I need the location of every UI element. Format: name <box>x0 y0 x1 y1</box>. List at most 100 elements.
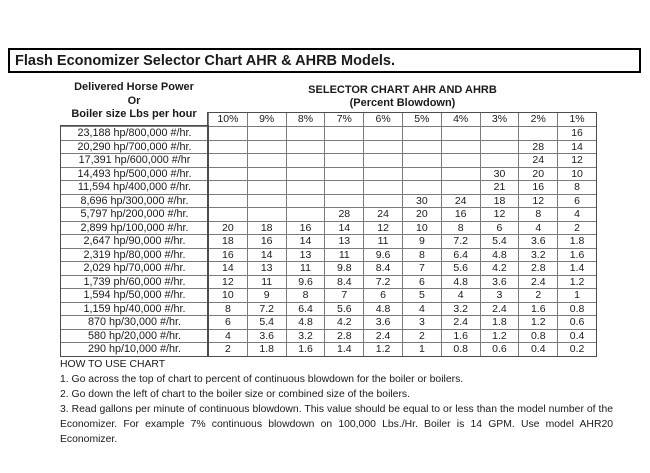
gpm-value-cell: 8.4 <box>363 261 403 276</box>
gpm-value-cell: 9 <box>401 234 442 249</box>
gpm-value-cell: 3.6 <box>479 274 520 289</box>
gpm-value-cell: 11 <box>363 234 403 249</box>
gpm-value-cell: 1.2 <box>363 342 403 357</box>
gpm-value-cell <box>479 139 520 154</box>
gpm-value-cell: 1.6 <box>518 301 559 316</box>
table-row: 23,188 hp/800,000 #/hr. 16 <box>60 126 597 141</box>
percent-header-cell: 7% <box>324 112 365 127</box>
table-row: 17,391 hp/600,000 #/hr 24 12 <box>60 153 597 168</box>
table-row: 290 hp/10,000 #/hr. 2 1.8 1.6 1.4 1.2 1 0.8 0.6 0… <box>60 342 597 357</box>
percent-header-cell: 10% <box>208 112 248 127</box>
gpm-value-cell: 7 <box>401 261 442 276</box>
gpm-value-cell <box>440 180 481 195</box>
gpm-value-cell: 16 <box>246 234 287 249</box>
gpm-value-cell: 7.2 <box>363 274 403 289</box>
gpm-value-cell <box>246 193 287 208</box>
boiler-size-cell: 2,647 hp/90,000 #/hr. <box>60 234 209 249</box>
gpm-value-cell: 6 <box>208 315 248 330</box>
gpm-value-cell: 14 <box>246 247 287 262</box>
gpm-value-cell: 2 <box>518 288 559 303</box>
gpm-value-cell: 0.4 <box>518 342 559 357</box>
gpm-value-cell <box>440 126 481 141</box>
gpm-value-cell: 12 <box>479 207 520 222</box>
percent-header-cell: 1% <box>557 112 597 127</box>
row-axis-header-line1: Delivered Horse Power <box>74 81 194 93</box>
gpm-value-cell: 24 <box>518 153 559 168</box>
selector-table: 10% 9% 8% 7% 6% 5% 4% 3% 2% 1% 23,188 hp/800,000 … <box>60 112 597 357</box>
gpm-value-cell: 4 <box>440 288 481 303</box>
gpm-value-cell: 11 <box>246 274 287 289</box>
gpm-value-cell: 21 <box>479 180 520 195</box>
gpm-value-cell: 0.8 <box>440 342 481 357</box>
gpm-value-cell <box>440 153 481 168</box>
table-row: 2,319 hp/80,000 #/hr. 16 14 13 11 9.6 8 6.4 4.8 3… <box>60 247 597 262</box>
corner-cell <box>61 113 209 127</box>
gpm-value-cell <box>285 126 326 141</box>
boiler-size-cell: 17,391 hp/600,000 #/hr <box>60 153 209 168</box>
table-row: 14,493 hp/500,000 #/hr. 30 20 10 <box>60 166 597 181</box>
table-row: 2,647 hp/90,000 #/hr. 18 16 14 13 11 9 7.2 5.4 3.… <box>60 234 597 249</box>
gpm-value-cell <box>401 139 442 154</box>
gpm-value-cell: 11 <box>285 261 326 276</box>
gpm-value-cell: 8 <box>440 220 481 235</box>
gpm-value-cell: 7.2 <box>246 301 287 316</box>
gpm-value-cell: 12 <box>518 193 559 208</box>
gpm-value-cell: 0.4 <box>557 328 597 343</box>
gpm-value-cell: 10 <box>208 288 248 303</box>
percent-header-cell: 2% <box>518 112 559 127</box>
gpm-value-cell <box>324 126 365 141</box>
boiler-size-cell: 5,797 hp/200,000 #/hr. <box>60 207 209 222</box>
gpm-value-cell: 9.6 <box>285 274 326 289</box>
gpm-value-cell: 14 <box>208 261 248 276</box>
gpm-value-cell: 1.8 <box>557 234 597 249</box>
percent-header-cell: 4% <box>440 112 481 127</box>
gpm-value-cell: 2.4 <box>363 328 403 343</box>
gpm-value-cell: 3.6 <box>518 234 559 249</box>
boiler-size-cell: 1,739 ph/60,000 #/hr. <box>60 274 209 289</box>
percent-header-row: 10% 9% 8% 7% 6% 5% 4% 3% 2% 1% <box>61 112 597 127</box>
gpm-value-cell: 2.4 <box>479 301 520 316</box>
column-axis-header-line1: SELECTOR CHART AHR AND AHRB <box>308 84 497 96</box>
gpm-value-cell <box>440 166 481 181</box>
gpm-value-cell: 4 <box>401 301 442 316</box>
gpm-value-cell: 30 <box>479 166 520 181</box>
gpm-value-cell: 8 <box>518 207 559 222</box>
gpm-value-cell: 1.2 <box>518 315 559 330</box>
gpm-value-cell: 4.8 <box>440 274 481 289</box>
gpm-value-cell <box>208 166 248 181</box>
gpm-value-cell: 4.2 <box>324 315 365 330</box>
gpm-value-cell: 7.2 <box>440 234 481 249</box>
gpm-value-cell: 30 <box>401 193 442 208</box>
gpm-value-cell <box>246 207 287 222</box>
gpm-value-cell <box>246 126 287 141</box>
instruction-item-1: 1. Go across the top of chart to percent… <box>60 374 464 385</box>
boiler-size-cell: 23,188 hp/800,000 #/hr. <box>60 126 209 141</box>
table-row: 2,899 hp/100,000 #/hr. 20 18 16 14 12 10 8 6 4 2 <box>60 220 597 235</box>
gpm-value-cell: 1 <box>557 288 597 303</box>
gpm-value-cell <box>208 153 248 168</box>
boiler-size-cell: 1,159 hp/40,000 #/hr. <box>60 301 209 316</box>
gpm-value-cell: 4.8 <box>479 247 520 262</box>
gpm-value-cell: 9.8 <box>324 261 365 276</box>
gpm-value-cell: 4 <box>208 328 248 343</box>
gpm-value-cell: 5.4 <box>479 234 520 249</box>
gpm-value-cell: 1.6 <box>440 328 481 343</box>
instructions-block: HOW TO USE CHART 1. Go across the top of… <box>60 357 613 447</box>
gpm-value-cell: 3.2 <box>518 247 559 262</box>
gpm-value-cell: 8 <box>285 288 326 303</box>
gpm-value-cell: 2 <box>208 342 248 357</box>
gpm-value-cell: 1.4 <box>557 261 597 276</box>
gpm-value-cell: 8 <box>557 180 597 195</box>
gpm-value-cell: 24 <box>440 193 481 208</box>
page-title: Flash Economizer Selector Chart AHR & AH… <box>15 52 396 69</box>
gpm-value-cell: 3.6 <box>246 328 287 343</box>
gpm-value-cell <box>363 193 403 208</box>
gpm-value-cell: 0.8 <box>557 301 597 316</box>
gpm-value-cell: 1.6 <box>285 342 326 357</box>
gpm-value-cell: 9 <box>246 288 287 303</box>
gpm-value-cell <box>285 153 326 168</box>
percent-header-cell: 5% <box>401 112 442 127</box>
gpm-value-cell <box>285 139 326 154</box>
percent-header-cell: 8% <box>285 112 326 127</box>
